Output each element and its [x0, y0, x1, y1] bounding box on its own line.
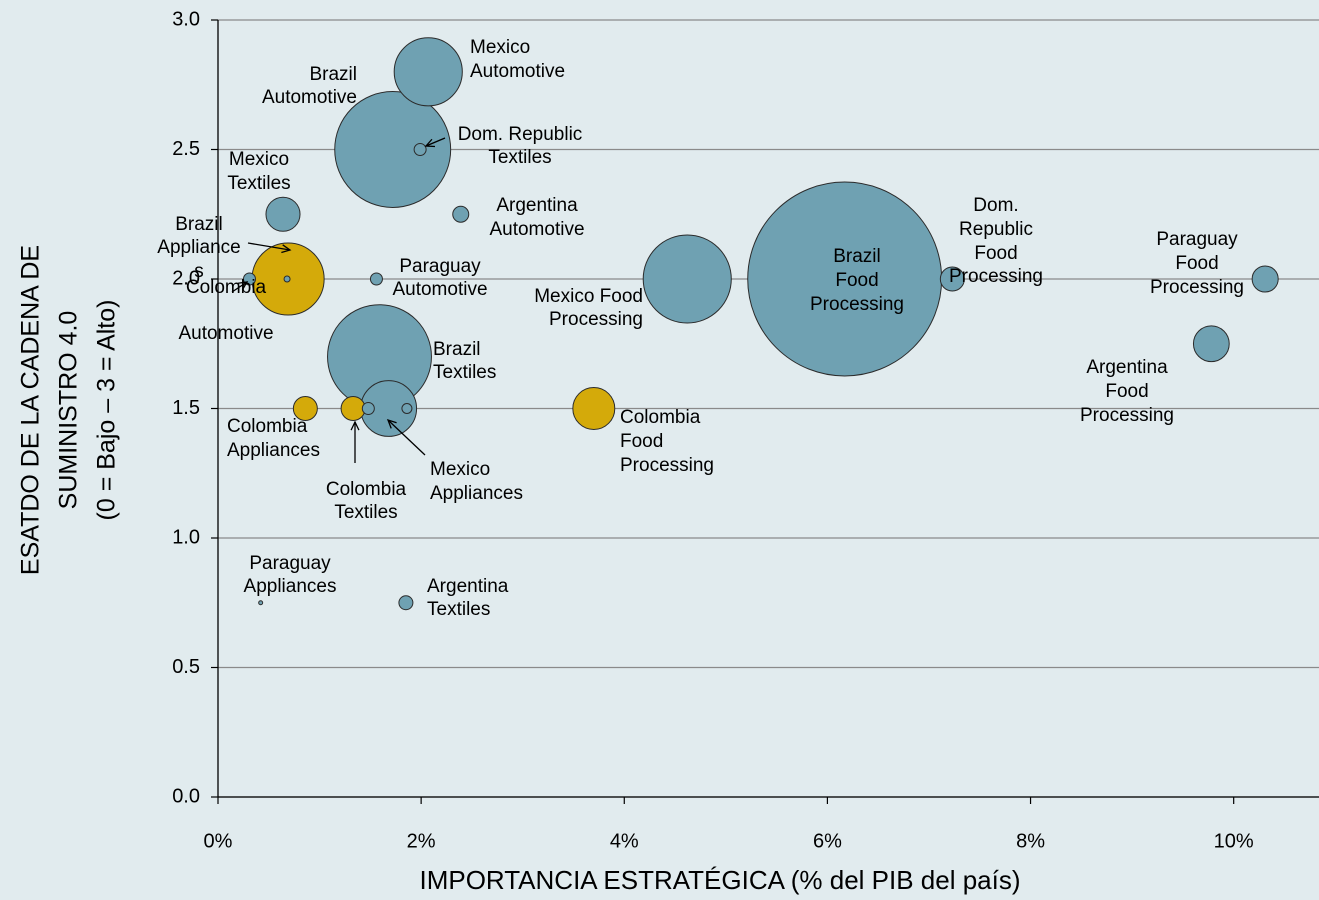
label-arrow	[247, 242, 291, 251]
bubble-label: Paraguay	[1156, 229, 1238, 250]
bubble	[258, 600, 264, 606]
y-axis-title-line: ESATDO DE LA CADENA DE	[17, 245, 45, 575]
bubble-label: Mexico	[430, 459, 490, 480]
y-tick-label: 2.0	[172, 267, 200, 289]
bubble-label: Brazil	[433, 339, 481, 360]
bubble-label: Brazil	[833, 246, 881, 267]
bubble-label: Colombia	[227, 416, 308, 437]
bubble-label: Processing	[549, 309, 643, 330]
bubble	[939, 266, 965, 292]
bubble-label: Processing	[1150, 277, 1244, 298]
x-tick-label: 4%	[610, 830, 639, 852]
y-tick-label: 2.5	[172, 138, 200, 160]
bubble-label: Colombia	[326, 479, 407, 500]
y-axis-title-line: SUMINISTRO 4.0	[55, 311, 83, 510]
bubble-label: Dom. Republic	[458, 124, 583, 145]
bubble-label: Colombia	[620, 407, 701, 428]
bubble-label: Paraguay	[399, 256, 481, 277]
bubble	[283, 275, 291, 283]
y-tick-label: 1.5	[172, 397, 200, 419]
y-tick-label: 3.0	[172, 8, 200, 30]
arrow-head	[281, 244, 292, 254]
bubble-label: Automotive	[392, 279, 487, 300]
bubble	[361, 402, 375, 415]
bubble-label: Appliances	[244, 576, 337, 597]
bubble-label: Textiles	[334, 502, 397, 523]
bubble	[334, 91, 452, 208]
y-tick-label: 0.0	[172, 785, 200, 807]
arrow-head	[350, 420, 360, 431]
label-arrow	[387, 419, 426, 456]
bubble-label: Textiles	[488, 147, 551, 168]
y-axis-title-line: (0 = Bajo – 3 = Alto)	[93, 300, 121, 521]
bubble-label: Argentina	[496, 195, 578, 216]
y-axis-title: ESATDO DE LA CADENA DE SUMINISTRO 4.0 (0 =…	[17, 245, 121, 575]
bubble-label: Automotive	[489, 219, 584, 240]
bubble	[292, 396, 318, 421]
y-tick-label: 1.0	[172, 526, 200, 548]
bubble	[265, 196, 301, 232]
bubble	[1251, 265, 1279, 293]
bubble	[572, 387, 616, 430]
bubble-label: Appliances	[430, 483, 523, 504]
bubble-label: Appliances	[227, 440, 320, 461]
bubble-label: s	[194, 261, 204, 282]
arrow-head	[386, 418, 397, 429]
label-arrow	[231, 281, 248, 293]
bubble-label: Colombia	[186, 277, 267, 298]
x-tick-label: 6%	[813, 830, 842, 852]
bubble-label: Argentina	[1086, 357, 1168, 378]
bubble-label: Food	[974, 243, 1017, 264]
bubble	[413, 143, 427, 156]
bubble-label: Republic	[959, 219, 1033, 240]
bubble-label: Mexico	[229, 149, 289, 170]
arrow-head	[237, 281, 249, 291]
bubble-label: Processing	[620, 455, 714, 476]
bubble-label: Mexico	[470, 37, 530, 58]
bubble-label: Processing	[949, 266, 1043, 287]
bubble	[642, 234, 732, 324]
bubble-label: Processing	[1080, 405, 1174, 426]
label-arrow	[425, 137, 446, 147]
bubble-label: Appliance	[157, 237, 240, 258]
bubble	[369, 272, 383, 286]
x-axis-title: IMPORTANCIA ESTRATÉGICA (% del PIB del p…	[419, 865, 1020, 895]
bubble-label: Food	[835, 270, 878, 291]
bubble-label: Argentina	[427, 576, 509, 597]
bubble	[452, 205, 470, 223]
x-tick-label: 0%	[204, 830, 233, 852]
bubble-label: Food	[620, 431, 663, 452]
x-tick-label: 10%	[1214, 830, 1254, 852]
bubble-label: Automotive	[470, 61, 565, 82]
bubble	[393, 37, 463, 107]
arrow-head	[424, 138, 436, 148]
bubble-label: Automotive	[262, 87, 357, 108]
bubble-label: Food	[1175, 253, 1218, 274]
x-tick-label: 8%	[1016, 830, 1045, 852]
bubble-label: Textiles	[433, 362, 496, 383]
bubble-label: Processing	[810, 294, 904, 315]
bubble	[398, 595, 414, 611]
bubble-label: Dom.	[973, 195, 1018, 216]
bubble	[401, 403, 413, 414]
bubble-label: Mexico Food	[534, 286, 643, 307]
bubble-label: Paraguay	[249, 553, 331, 574]
bubble	[340, 396, 366, 421]
bubble-label: Food	[1105, 381, 1148, 402]
bubble-label: Brazil	[309, 64, 357, 85]
y-tick-label: 0.5	[172, 656, 200, 678]
bubble-label: Textiles	[227, 173, 290, 194]
bubble-label: Automotive	[178, 323, 273, 344]
bubble-label: Brazil	[175, 214, 223, 235]
bubble-label: Textiles	[427, 599, 490, 620]
x-tick-label: 2%	[407, 830, 436, 852]
bubble	[1192, 325, 1230, 363]
